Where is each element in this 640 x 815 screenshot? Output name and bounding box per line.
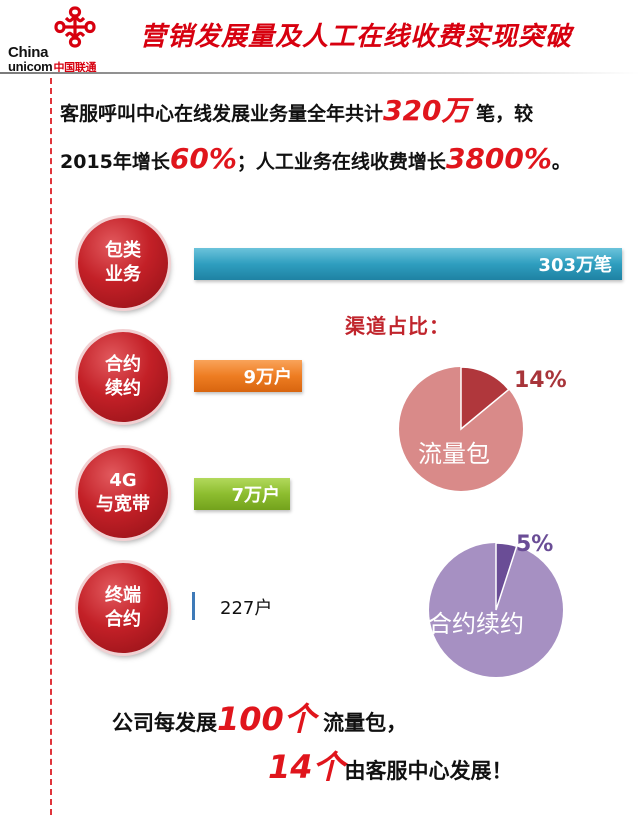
pie-slice [495, 542, 518, 611]
category-label: 续约 [105, 378, 141, 399]
pie-chart-contract [429, 542, 563, 677]
intro-text: 2015年增长 [60, 151, 170, 173]
bar-value-label: 303万笔 [538, 255, 612, 276]
china-unicom-logo: China unicom中国联通 [4, 4, 124, 75]
intro-highlight-growth: 60% [169, 142, 237, 175]
bar-4g-broadband: 7万户 [194, 478, 290, 510]
pie-percent-label: 5% [516, 532, 554, 557]
conclusion-line-1: 公司每发展100个 流量包， [112, 694, 407, 740]
intro-line-2: 2015年增长60%；人工业务在线收费增长3800%。 [60, 144, 635, 177]
category-circle-package: 包类 业务 [78, 218, 168, 308]
bar-contract-renewal: 9万户 [194, 360, 302, 392]
intro-line-1: 客服呼叫中心在线发展业务量全年共计320万 笔，较 [60, 96, 635, 129]
page-title: 营销发展量及人工在线收费实现突破 [140, 22, 573, 52]
category-circle-4g-broadband: 4G 与宽带 [78, 448, 168, 538]
bar-value-label: 9万户 [243, 367, 292, 388]
category-circle-contract-renewal: 合约 续约 [78, 332, 168, 422]
conclusion-text: 由客服中心发展！ [344, 759, 513, 783]
pie-percent-label: 14% [514, 368, 567, 393]
category-label: 终端 [105, 585, 141, 606]
header-divider [0, 72, 640, 74]
intro-text: 客服呼叫中心在线发展业务量全年共计 [60, 103, 384, 125]
category-label: 合约 [105, 354, 141, 375]
intro-text: 。 [551, 151, 571, 173]
intro-highlight-fee-growth: 3800% [445, 142, 552, 175]
vertical-dashed-divider [50, 78, 52, 815]
category-label: 业务 [105, 264, 141, 285]
intro-text: ；人工业务在线收费增长 [236, 151, 446, 173]
bar-terminal-contract [192, 592, 195, 620]
conclusion-highlight-100: 100个 [217, 700, 316, 738]
unicom-knot-icon [54, 6, 96, 48]
category-label: 4G [109, 470, 137, 491]
pie-label: 流量包 [418, 440, 490, 468]
bar-value-label: 7万户 [231, 485, 280, 506]
logo-text-unicom-en: unicom [8, 59, 53, 74]
pie-slice [460, 366, 510, 431]
conclusion-text: 公司每发展 [112, 711, 217, 735]
logo-text-china: China [8, 44, 49, 61]
logo-text-unicom: unicom中国联通 [8, 59, 97, 75]
intro-text: 笔，较 [469, 103, 534, 125]
intro-highlight-total: 320万 [383, 94, 470, 127]
category-label: 合约 [105, 609, 141, 630]
conclusion-line-2: 14个由客服中心发展！ [268, 742, 513, 788]
conclusion-highlight-14: 14个 [268, 748, 345, 786]
pie-label: 合约续约 [428, 610, 524, 638]
category-label: 包类 [105, 240, 141, 261]
pie-chart-package [399, 366, 523, 491]
conclusion-text: 流量包， [315, 711, 408, 735]
bar-value-label: 227户 [220, 598, 273, 619]
bar-package: 303万笔 [194, 248, 622, 280]
category-label: 与宽带 [96, 494, 150, 515]
category-circle-terminal-contract: 终端 合约 [78, 563, 168, 653]
logo-text-cn: 中国联通 [53, 62, 97, 74]
channel-share-title: 渠道占比： [345, 314, 450, 338]
